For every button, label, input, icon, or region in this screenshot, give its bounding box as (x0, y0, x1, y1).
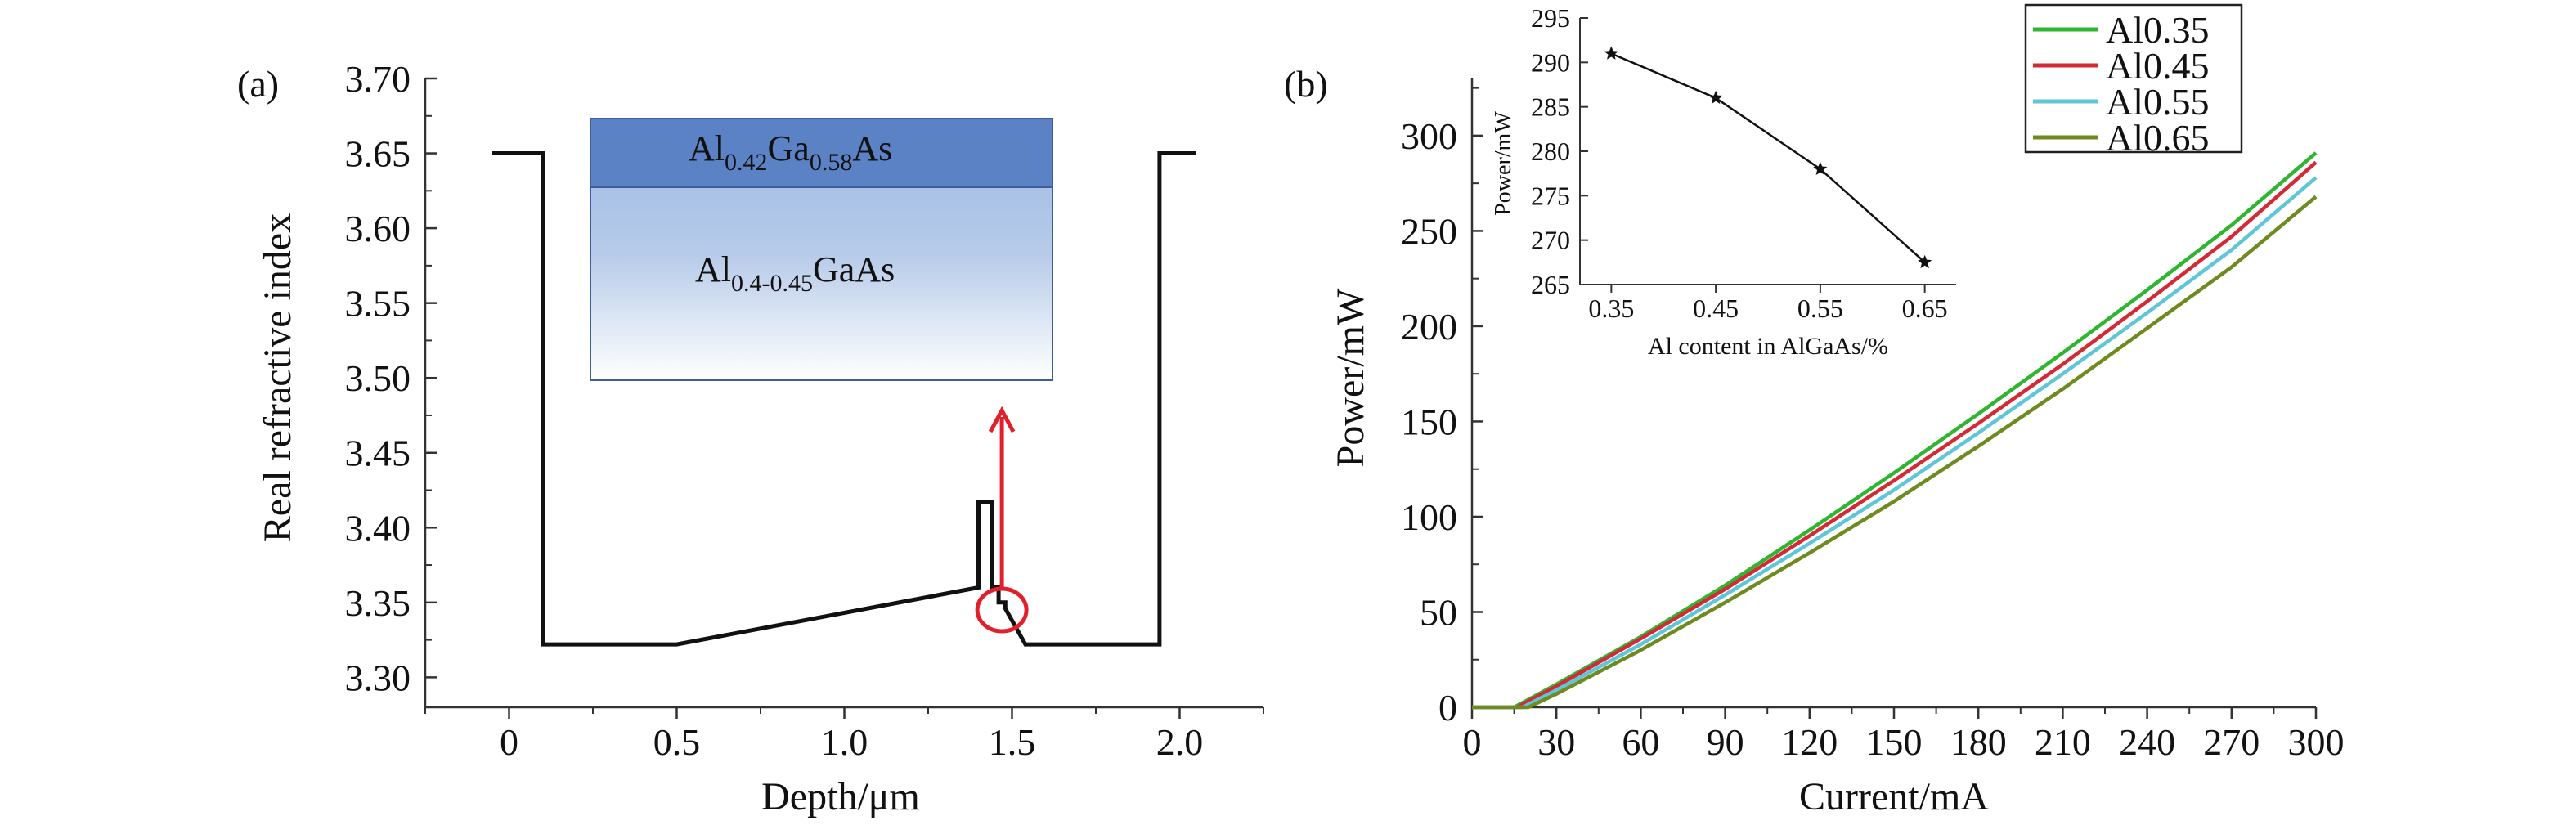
inset-background (1580, 18, 1956, 285)
panel-b-power-current: (b) 0 50 100 150 200 250 300 0 30 60 90 120 150 180 21… (1284, 3, 2345, 818)
panel-b-y-tick-label: 100 (1401, 496, 1457, 538)
panel-a-y-tick-label: 3.50 (345, 357, 411, 399)
panel-b-x-tick-label: 150 (1866, 721, 1923, 763)
inset-point (1813, 161, 1828, 175)
panel-b-y-tick-label: 250 (1401, 210, 1457, 252)
series-line-al055 (1472, 176, 2318, 710)
panel-b-x-axis-label: Current/mA (1799, 775, 1989, 818)
panel-a-y-tick-label: 3.40 (345, 507, 411, 549)
panel-b-x-tick-label: 30 (1537, 721, 1575, 763)
panel-a-x-tick-label: 0 (500, 721, 518, 763)
panel-b-y-tick-label: 0 (1438, 687, 1457, 729)
inset-y-tick-label: 285 (1531, 92, 1570, 122)
inset-x-tick-label: 0.45 (1693, 294, 1739, 323)
legend-label: Al0.45 (2106, 45, 2210, 87)
layer-top-band (590, 118, 1053, 188)
series-line-al045 (1472, 160, 2318, 710)
panel-b-x-tick-label: 60 (1622, 721, 1659, 763)
panel-a-ticks: 3.30 3.35 3.40 3.45 3.50 3.55 3.60 3.65 3.70 0 0.5… (345, 58, 1264, 763)
panel-b-x-tick-label: 300 (2288, 721, 2345, 763)
inset-y-tick-label: 275 (1531, 181, 1570, 210)
panel-a-y-tick-label: 3.60 (345, 208, 411, 249)
panel-b-x-tick-label: 180 (1950, 721, 2007, 763)
inset-y-tick-label: 270 (1531, 226, 1570, 255)
panel-b-x-tick-label: 0 (1463, 721, 1482, 763)
panel-b-y-tick-label: 300 (1401, 115, 1457, 157)
legend-label: Al0.65 (2106, 117, 2210, 159)
inset-x-axis-label: Al content in AlGaAs/% (1648, 333, 1888, 360)
panel-b-y-tick-label: 150 (1401, 401, 1457, 442)
panel-a-y-tick-label: 3.55 (345, 283, 411, 325)
inset-point (1708, 90, 1723, 105)
panel-a-y-tick-label: 3.35 (345, 582, 411, 624)
inset-y-tick-label: 295 (1531, 3, 1570, 33)
panel-a-x-tick-label: 1.5 (989, 721, 1036, 763)
inset-y-tick-label: 280 (1531, 137, 1570, 166)
inset-axes (1579, 18, 1956, 285)
inset-line (1610, 52, 1926, 263)
panel-b-data (1472, 151, 2318, 710)
panel-a-y-tick-label: 3.65 (345, 133, 411, 175)
panel-b-y-axis-label: Power/mW (1329, 288, 1372, 467)
inset-x-tick-label: 0.65 (1902, 294, 1948, 323)
panel-a-x-tick-label: 1.0 (821, 721, 868, 763)
panel-b-x-tick-label: 270 (2203, 721, 2260, 763)
layer-bottom-band (590, 186, 1053, 381)
panel-a-x-tick-label: 0.5 (653, 721, 701, 763)
legend-label: Al0.35 (2106, 9, 2210, 51)
legend-label: Al0.55 (2106, 81, 2210, 123)
layer-bottom-label: Al0.4-0.45GaAs (695, 249, 895, 297)
panel-b-inset: 265 270 275 280 285 290 295 0.35 0.45 0.55 0.65 Al… (1491, 3, 1956, 360)
panel-b-x-tick-label: 90 (1707, 721, 1744, 763)
panel-a-y-tick-label: 3.30 (345, 657, 411, 698)
panel-a-x-axis-label: Depth/μm (761, 775, 920, 818)
layer-top-label: Al0.42Ga0.58As (689, 128, 892, 176)
panel-b-ticks: 0 50 100 150 200 250 300 0 30 60 90 120 150 180 210 240… (1401, 87, 2345, 763)
inset-x-tick-label: 0.55 (1797, 294, 1843, 323)
panel-a-label: (a) (237, 63, 279, 105)
up-arrow-head (988, 406, 1016, 433)
inset-y-tick-label: 290 (1531, 47, 1570, 77)
inset-x-tick-label: 0.35 (1588, 294, 1634, 323)
panel-b-y-tick-label: 200 (1401, 306, 1457, 347)
inset-ticks: 265 270 275 280 285 290 295 0.35 0.45 0.55 0.65 (1531, 3, 1948, 323)
panel-a-y-axis-label: Real refractive index (256, 213, 299, 542)
inset-point (1918, 254, 1932, 269)
panel-a-x-tick-label: 2.0 (1156, 721, 1204, 763)
panel-b-label: (b) (1284, 63, 1328, 105)
series-line-al065 (1472, 195, 2318, 710)
panel-a-y-tick-label: 3.70 (345, 58, 411, 100)
panel-b-x-tick-label: 210 (2035, 721, 2091, 763)
panel-a-y-tick-label: 3.45 (345, 433, 411, 474)
panel-b-x-tick-label: 240 (2119, 721, 2175, 763)
inset-point (1604, 46, 1618, 60)
highlight-circle (975, 586, 1029, 634)
panel-a-annotation (975, 406, 1029, 634)
panel-a-refractive-index: (a) 3.30 3.35 3.40 3.45 3.50 3.55 3.60 3.65 3.70… (237, 58, 1264, 818)
panel-b-y-tick-label: 50 (1420, 591, 1457, 633)
inset-y-axis-label: Power/mW (1491, 111, 1516, 216)
inset-y-tick-label: 265 (1531, 270, 1570, 299)
panel-b-x-tick-label: 120 (1781, 721, 1838, 763)
inset-data (1604, 46, 1932, 269)
